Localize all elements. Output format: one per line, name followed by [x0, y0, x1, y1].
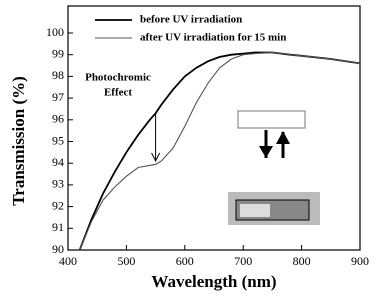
x-tick-label: 900 — [351, 254, 369, 268]
y-tick-label: 100 — [46, 25, 64, 39]
inset-arrowhead — [276, 131, 290, 144]
x-tick-label: 400 — [59, 254, 77, 268]
inset — [228, 111, 320, 225]
y-tick-label: 99 — [52, 46, 64, 60]
y-tick-label: 95 — [52, 133, 64, 147]
chart: Wavelength (nm) Transmission (%) Photoch… — [0, 0, 373, 298]
x-tick-label: 600 — [176, 254, 194, 268]
inset-film — [238, 111, 305, 128]
legend-label: before UV irradiation — [140, 14, 242, 26]
y-tick-label: 94 — [52, 155, 64, 169]
y-tick-label: 97 — [52, 90, 64, 104]
x-axis-title: Wavelength (nm) — [151, 272, 276, 291]
y-axis-title: Transmission (%) — [9, 76, 28, 206]
legend-label: after UV irradiation for 15 min — [140, 32, 286, 44]
x-tick-label: 500 — [117, 254, 135, 268]
y-tick-label: 93 — [52, 177, 64, 191]
y-tick-label: 98 — [52, 68, 64, 82]
x-tick-label: 700 — [234, 254, 252, 268]
y-tick-label: 96 — [52, 112, 64, 126]
annotation: Effect — [104, 87, 132, 99]
inset-sample-light — [240, 204, 270, 217]
inset-arrowhead — [259, 146, 273, 158]
y-tick-label: 91 — [52, 220, 64, 234]
y-tick-label: 92 — [52, 198, 64, 212]
annotation: Photochromic — [85, 72, 151, 84]
x-tick-label: 800 — [293, 254, 311, 268]
